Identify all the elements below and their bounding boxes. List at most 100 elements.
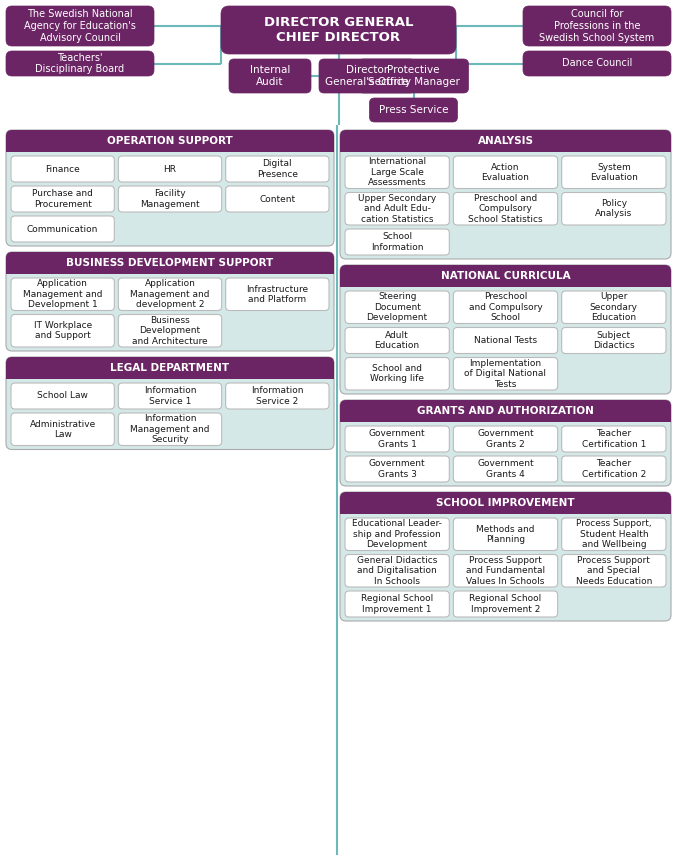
FancyBboxPatch shape bbox=[562, 555, 666, 587]
FancyBboxPatch shape bbox=[562, 518, 666, 550]
Text: DIRECTOR GENERAL
CHIEF DIRECTOR: DIRECTOR GENERAL CHIEF DIRECTOR bbox=[264, 16, 413, 44]
Text: Facility
Management: Facility Management bbox=[140, 189, 200, 209]
FancyBboxPatch shape bbox=[345, 426, 450, 452]
Text: Press Service: Press Service bbox=[378, 105, 448, 115]
Text: Regional School
Improvement 1: Regional School Improvement 1 bbox=[361, 594, 433, 614]
Text: Business
Development
and Architecture: Business Development and Architecture bbox=[132, 316, 208, 346]
FancyBboxPatch shape bbox=[6, 357, 334, 450]
Text: Application
Management and
development 2: Application Management and development 2 bbox=[130, 280, 210, 309]
FancyBboxPatch shape bbox=[562, 328, 666, 353]
FancyBboxPatch shape bbox=[345, 193, 450, 225]
Text: Purchase and
Procurement: Purchase and Procurement bbox=[32, 189, 93, 209]
Text: Teacher
Certification 1: Teacher Certification 1 bbox=[582, 429, 646, 449]
Bar bbox=[6, 146, 334, 152]
FancyBboxPatch shape bbox=[118, 413, 221, 445]
FancyBboxPatch shape bbox=[225, 278, 329, 310]
FancyBboxPatch shape bbox=[225, 156, 329, 182]
Bar bbox=[340, 508, 671, 514]
Text: Policy
Analysis: Policy Analysis bbox=[595, 199, 632, 218]
FancyBboxPatch shape bbox=[454, 456, 558, 482]
Text: Information
Service 2: Information Service 2 bbox=[251, 386, 303, 406]
FancyBboxPatch shape bbox=[6, 252, 334, 274]
Bar bbox=[340, 146, 671, 152]
Text: Process Support
and Fundamental
Values In Schools: Process Support and Fundamental Values I… bbox=[466, 556, 545, 586]
FancyBboxPatch shape bbox=[340, 130, 671, 259]
FancyBboxPatch shape bbox=[11, 186, 114, 212]
FancyBboxPatch shape bbox=[345, 156, 450, 188]
Text: Process Support,
Student Health
and Wellbeing: Process Support, Student Health and Well… bbox=[576, 519, 652, 550]
FancyBboxPatch shape bbox=[523, 6, 671, 46]
Text: NATIONAL CURRICULA: NATIONAL CURRICULA bbox=[441, 271, 570, 281]
FancyBboxPatch shape bbox=[562, 456, 666, 482]
Text: Upper Secondary
and Adult Edu-
cation Statistics: Upper Secondary and Adult Edu- cation St… bbox=[358, 194, 436, 224]
FancyBboxPatch shape bbox=[359, 59, 468, 93]
FancyBboxPatch shape bbox=[340, 265, 671, 287]
Text: BUSINESS DEVELOPMENT SUPPORT: BUSINESS DEVELOPMENT SUPPORT bbox=[66, 258, 274, 268]
FancyBboxPatch shape bbox=[340, 492, 671, 621]
FancyBboxPatch shape bbox=[6, 51, 154, 76]
Bar bbox=[340, 416, 671, 422]
FancyBboxPatch shape bbox=[6, 130, 334, 246]
FancyBboxPatch shape bbox=[562, 193, 666, 225]
Text: Government
Grants 3: Government Grants 3 bbox=[369, 459, 425, 479]
Text: School
Information: School Information bbox=[371, 232, 423, 252]
FancyBboxPatch shape bbox=[118, 156, 221, 182]
FancyBboxPatch shape bbox=[221, 6, 456, 54]
Text: Regional School
Improvement 2: Regional School Improvement 2 bbox=[469, 594, 542, 614]
FancyBboxPatch shape bbox=[11, 315, 114, 347]
Text: Teachers'
Disciplinary Board: Teachers' Disciplinary Board bbox=[35, 52, 125, 74]
Text: National Tests: National Tests bbox=[474, 336, 537, 345]
Text: Finance: Finance bbox=[45, 164, 80, 174]
Text: HR: HR bbox=[164, 164, 177, 174]
FancyBboxPatch shape bbox=[6, 130, 334, 152]
FancyBboxPatch shape bbox=[11, 278, 114, 310]
FancyBboxPatch shape bbox=[454, 328, 558, 353]
FancyBboxPatch shape bbox=[454, 518, 558, 550]
FancyBboxPatch shape bbox=[225, 186, 329, 212]
Text: IT Workplace
and Support: IT Workplace and Support bbox=[34, 321, 92, 341]
Bar bbox=[6, 373, 334, 379]
FancyBboxPatch shape bbox=[562, 291, 666, 323]
Text: Steering
Document
Development: Steering Document Development bbox=[367, 292, 428, 322]
Text: Director
General's Office: Director General's Office bbox=[325, 65, 409, 87]
Text: Digital
Presence: Digital Presence bbox=[257, 159, 298, 179]
Text: Process Support
and Special
Needs Education: Process Support and Special Needs Educat… bbox=[575, 556, 652, 586]
FancyBboxPatch shape bbox=[340, 265, 671, 394]
FancyBboxPatch shape bbox=[118, 186, 221, 212]
FancyBboxPatch shape bbox=[6, 357, 334, 379]
FancyBboxPatch shape bbox=[340, 400, 671, 486]
FancyBboxPatch shape bbox=[229, 59, 311, 93]
Text: OPERATION SUPPORT: OPERATION SUPPORT bbox=[107, 136, 233, 146]
Text: Information
Service 1: Information Service 1 bbox=[144, 386, 196, 406]
Text: Methods and
Planning: Methods and Planning bbox=[476, 525, 535, 544]
Text: Government
Grants 2: Government Grants 2 bbox=[477, 429, 533, 449]
Bar bbox=[340, 281, 671, 287]
FancyBboxPatch shape bbox=[345, 328, 450, 353]
FancyBboxPatch shape bbox=[340, 130, 671, 152]
Text: System
Evaluation: System Evaluation bbox=[590, 163, 638, 182]
FancyBboxPatch shape bbox=[454, 358, 558, 390]
Text: Upper
Secondary
Education: Upper Secondary Education bbox=[590, 292, 638, 322]
FancyBboxPatch shape bbox=[118, 383, 221, 409]
FancyBboxPatch shape bbox=[454, 591, 558, 617]
FancyBboxPatch shape bbox=[562, 426, 666, 452]
Text: Government
Grants 4: Government Grants 4 bbox=[477, 459, 533, 479]
Text: Preschool and
Compulsory
School Statistics: Preschool and Compulsory School Statisti… bbox=[468, 194, 543, 224]
Text: Government
Grants 1: Government Grants 1 bbox=[369, 429, 425, 449]
FancyBboxPatch shape bbox=[562, 156, 666, 188]
Text: Action
Evaluation: Action Evaluation bbox=[481, 163, 529, 182]
FancyBboxPatch shape bbox=[118, 278, 221, 310]
Text: International
Large Scale
Assessments: International Large Scale Assessments bbox=[368, 157, 427, 187]
Bar bbox=[6, 268, 334, 274]
FancyBboxPatch shape bbox=[523, 51, 671, 76]
Text: Infrastructure
and Platform: Infrastructure and Platform bbox=[246, 285, 309, 304]
Text: Content: Content bbox=[259, 194, 295, 204]
Text: Information
Management and
Security: Information Management and Security bbox=[130, 415, 210, 444]
Text: Preschool
and Compulsory
School: Preschool and Compulsory School bbox=[468, 292, 542, 322]
FancyBboxPatch shape bbox=[345, 591, 450, 617]
Text: The Swedish National
Agency for Education's
Advisory Council: The Swedish National Agency for Educatio… bbox=[24, 9, 136, 43]
FancyBboxPatch shape bbox=[225, 383, 329, 409]
FancyBboxPatch shape bbox=[11, 216, 114, 242]
Text: Application
Management and
Development 1: Application Management and Development 1 bbox=[23, 280, 102, 309]
Text: Administrative
Law: Administrative Law bbox=[30, 420, 95, 439]
